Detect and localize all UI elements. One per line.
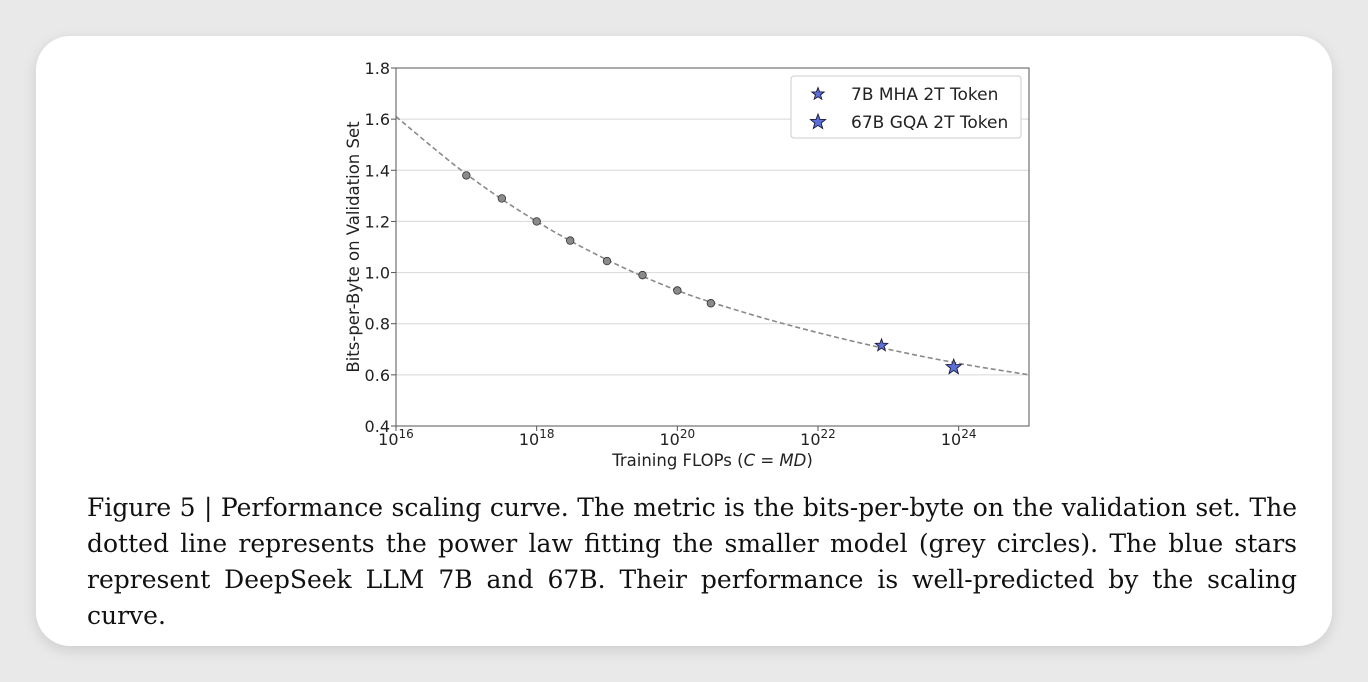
- legend: 7B MHA 2T Token 67B GQA 2T Token: [790, 75, 1022, 139]
- y-tick-label: 0.8: [365, 315, 390, 334]
- deepseek-model-point: [874, 337, 889, 352]
- small-model-point: [462, 171, 471, 180]
- x-tick-label: 1024: [941, 427, 977, 449]
- figure-caption: Figure 5 | Performance scaling curve. Th…: [87, 493, 1297, 630]
- small-model-point: [706, 299, 716, 308]
- small-model-point: [638, 270, 647, 280]
- small-model-point: [497, 194, 507, 203]
- y-tick-label: 1.0: [365, 264, 390, 283]
- y-tick-label: 1.6: [365, 110, 390, 129]
- x-axis-ticks: 1016 1018 1020 1022 1024: [378, 426, 976, 449]
- legend-label: 7B MHA 2T Token: [851, 85, 998, 105]
- small-model-point: [602, 256, 612, 266]
- x-tick-label: 1016: [378, 427, 414, 449]
- y-tick-label: 0.4: [365, 417, 390, 436]
- small-model-point: [673, 286, 682, 295]
- y-tick-label: 1.4: [365, 161, 390, 180]
- small-model-point: [566, 236, 575, 245]
- deepseek-model-point: [944, 357, 963, 375]
- data-points: [462, 171, 963, 375]
- y-tick-label: 1.2: [365, 212, 390, 231]
- small-model-point: [532, 217, 541, 226]
- x-tick-label: 1020: [660, 427, 696, 449]
- y-axis-ticks: 0.4 0.6 0.8 1.0 1.2 1.4 1.6 1.8: [365, 59, 396, 436]
- figure-card: [36, 36, 1332, 646]
- y-tick-label: 1.8: [365, 59, 390, 78]
- power-law-fit-curve: [395, 115, 1030, 376]
- legend-star-icon: [810, 86, 826, 101]
- legend-star-icon: [809, 112, 827, 130]
- x-axis-label: Training FLOPs (C = MD): [611, 451, 813, 470]
- plot-frame: [395, 67, 1030, 427]
- legend-label: 67B GQA 2T Token: [851, 113, 1008, 133]
- legend-box: [790, 75, 1022, 139]
- y-tick-label: 0.6: [365, 366, 390, 385]
- x-tick-label: 1022: [800, 427, 836, 449]
- x-tick-label: 1018: [519, 427, 555, 449]
- y-axis-label: Bits-per-Byte on Validation Set: [344, 121, 363, 373]
